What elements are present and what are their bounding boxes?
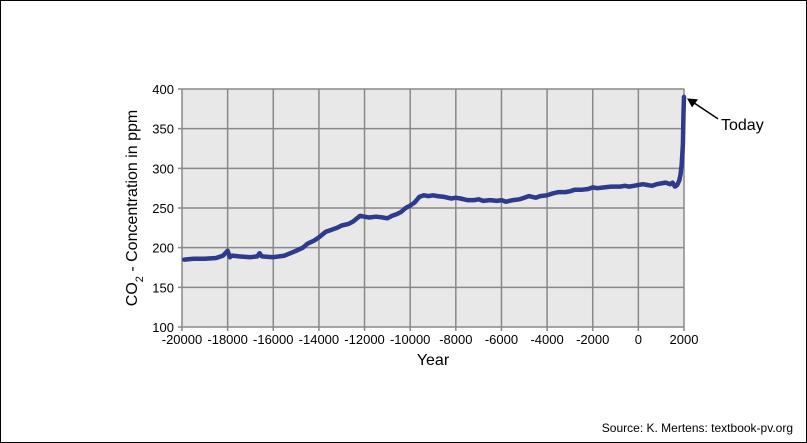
x-tick-label: -16000: [253, 332, 293, 347]
y-tick-label: 350: [152, 122, 174, 137]
y-tick-label: 100: [152, 320, 174, 335]
y-axis-title-rest: - Concentration in ppm: [124, 110, 141, 276]
y-axis-title-sub: 2: [134, 276, 146, 282]
co2-series-line: [182, 94, 687, 262]
y-tick-label: 250: [152, 201, 174, 216]
y-tick-labels: 100 150 200 250 300 350 400: [152, 82, 174, 335]
x-tick-label: -20000: [162, 332, 202, 347]
x-tick-label: -14000: [299, 332, 339, 347]
x-axis-title: Year: [417, 352, 450, 369]
y-tick-label: 300: [152, 161, 174, 176]
y-axis-title: CO2 - Concentration in ppm: [124, 110, 146, 306]
x-tick-label: -8000: [439, 332, 472, 347]
x-tick-label: -10000: [390, 332, 430, 347]
x-tick-label: -2000: [576, 332, 609, 347]
y-tick-label: 400: [152, 82, 174, 97]
x-tick-label: -4000: [530, 332, 563, 347]
x-tick-label: -18000: [207, 332, 247, 347]
grid-lines: [178, 88, 685, 331]
y-axis-title-main: CO: [124, 282, 141, 306]
x-tick-label: 2000: [670, 332, 699, 347]
y-tick-label: 150: [152, 280, 174, 295]
x-tick-label: 0: [635, 332, 642, 347]
today-label: Today: [721, 117, 764, 134]
source-credit: Source: K. Mertens: textbook-pv.org: [601, 421, 793, 435]
today-annotation: Today: [687, 98, 764, 134]
x-tick-labels: -20000 -18000 -16000 -14000 -12000 -10000 -800…: [162, 332, 699, 347]
x-tick-label: -12000: [344, 332, 384, 347]
x-tick-label: -6000: [485, 332, 518, 347]
y-tick-label: 200: [152, 241, 174, 256]
today-arrow: [690, 100, 719, 120]
today-arrowhead: [687, 98, 698, 108]
